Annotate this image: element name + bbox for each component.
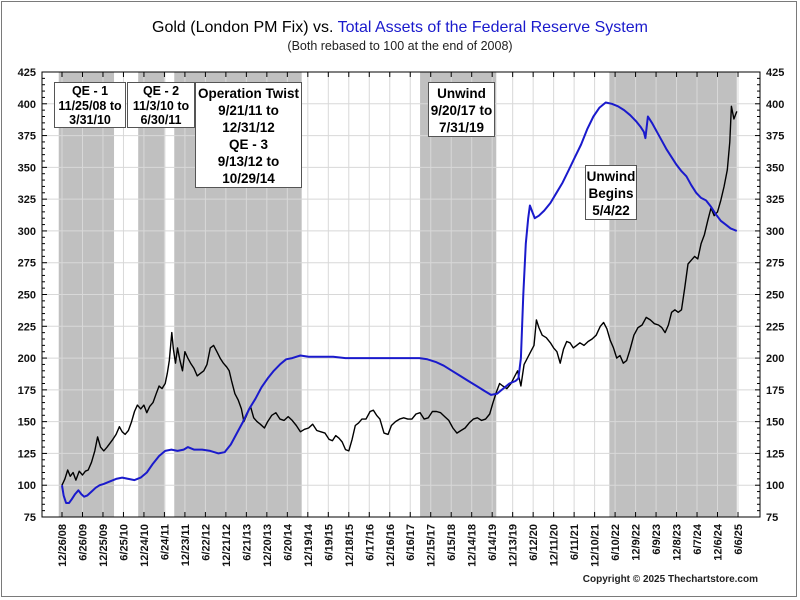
annotation-box: QE - 2 11/3/10 to 6/30/11 bbox=[127, 82, 195, 128]
y-tick-label-left: 200 bbox=[18, 353, 36, 365]
y-tick-label-right: 425 bbox=[766, 67, 784, 79]
annotation-line: 5/4/22 bbox=[592, 203, 630, 218]
x-tick-label: 6/24/11 bbox=[159, 524, 171, 560]
x-tick-label: 6/9/23 bbox=[651, 524, 663, 555]
x-tick-label: 6/19/15 bbox=[323, 524, 335, 561]
y-tick-label-left: 100 bbox=[18, 480, 36, 492]
x-tick-label: 12/9/22 bbox=[631, 524, 643, 561]
y-tick-label-right: 275 bbox=[766, 258, 784, 270]
x-tick-label: 12/19/14 bbox=[303, 523, 315, 567]
y-tick-label-right: 100 bbox=[766, 480, 784, 492]
y-tick-label-right: 375 bbox=[766, 131, 784, 143]
x-tick-label: 6/20/14 bbox=[282, 523, 294, 561]
chart-subtitle: (Both rebased to 100 at the end of 2008) bbox=[287, 39, 513, 53]
annotation-box: Unwind 9/20/17 to 7/31/19 bbox=[428, 82, 495, 137]
annotation-line: 11/25/08 to bbox=[58, 98, 122, 113]
x-tick-label: 6/22/12 bbox=[200, 524, 212, 561]
y-tick-label-right: 75 bbox=[766, 512, 778, 524]
x-tick-label: 12/23/11 bbox=[180, 524, 192, 566]
annotation-box: QE - 1 11/25/08 to 3/31/10 bbox=[54, 82, 126, 128]
annotation-line: 10/29/14 bbox=[222, 171, 275, 186]
copyright-text: Copyright © 2025 Thechartstore.com bbox=[582, 574, 758, 585]
x-tick-label: 6/12/20 bbox=[528, 524, 540, 561]
annotation-line: Operation Twist bbox=[197, 86, 299, 101]
x-tick-label: 12/20/13 bbox=[262, 524, 274, 567]
y-tick-label-left: 350 bbox=[18, 162, 36, 174]
annotation-box: Operation Twist 9/21/11 to 12/31/12 QE - 3 9… bbox=[195, 82, 302, 188]
y-tick-label-left: 425 bbox=[18, 67, 36, 79]
y-tick-label-right: 175 bbox=[766, 385, 784, 397]
y-tick-label-left: 375 bbox=[18, 131, 36, 143]
annotation-box: Unwind Begins 5/4/22 bbox=[585, 165, 637, 220]
x-tick-label: 12/26/08 bbox=[57, 524, 69, 567]
annotation-line: QE - 1 bbox=[71, 84, 109, 98]
gold-series-line bbox=[61, 105, 738, 486]
x-tick-label: 12/15/17 bbox=[426, 524, 438, 567]
title-gold: Gold (London PM Fix) vs. bbox=[152, 19, 334, 36]
annotation-line: 9/20/17 to bbox=[430, 103, 493, 118]
y-tick-label-right: 250 bbox=[766, 290, 784, 302]
annotation-line: 11/3/10 to bbox=[132, 98, 190, 113]
x-tick-label: 12/18/15 bbox=[344, 524, 356, 567]
y-tick-label-left: 400 bbox=[18, 99, 36, 111]
y-tick-label-left: 225 bbox=[18, 321, 36, 333]
y-tick-label-right: 300 bbox=[766, 226, 784, 238]
annotation-line: Begins bbox=[588, 186, 634, 201]
y-tick-label-left: 275 bbox=[18, 258, 36, 270]
chart-title: Gold (London PM Fix) vs. Total Assets of… bbox=[0, 19, 800, 37]
x-tick-label: 12/8/23 bbox=[672, 524, 684, 561]
annotation-line: 9/13/12 to bbox=[217, 154, 280, 169]
y-tick-label-right: 225 bbox=[766, 321, 784, 333]
x-tick-label: 12/24/10 bbox=[139, 524, 151, 567]
x-tick-label: 12/21/12 bbox=[221, 524, 233, 567]
annotation-line: 12/31/12 bbox=[222, 120, 275, 135]
y-tick-label-left: 125 bbox=[18, 448, 36, 460]
x-tick-label: 6/6/25 bbox=[733, 524, 745, 555]
y-tick-label-right: 400 bbox=[766, 99, 784, 111]
x-tick-label: 6/11/21 bbox=[569, 524, 581, 560]
annotation-line: QE - 3 bbox=[228, 137, 268, 152]
x-tick-label: 6/16/17 bbox=[405, 524, 417, 561]
annotation-line: 9/21/11 to bbox=[218, 103, 279, 118]
x-tick-label: 6/7/24 bbox=[692, 523, 704, 554]
y-tick-label-right: 150 bbox=[766, 417, 784, 429]
y-tick-label-right: 125 bbox=[766, 448, 784, 460]
x-tick-label: 12/14/18 bbox=[467, 524, 479, 567]
y-tick-label-left: 325 bbox=[18, 194, 36, 206]
y-tick-label-left: 75 bbox=[24, 512, 36, 524]
x-tick-label: 6/14/19 bbox=[487, 524, 499, 561]
y-tick-label-left: 300 bbox=[18, 226, 36, 238]
x-tick-label: 12/10/21 bbox=[590, 524, 602, 567]
y-tick-label-left: 175 bbox=[18, 385, 36, 397]
y-tick-label-right: 200 bbox=[766, 353, 784, 365]
x-tick-label: 12/16/16 bbox=[385, 524, 397, 567]
x-tick-label: 12/25/09 bbox=[98, 524, 110, 567]
x-tick-label: 6/25/10 bbox=[118, 524, 130, 561]
x-tick-label: 12/13/19 bbox=[508, 524, 520, 567]
y-tick-label-right: 325 bbox=[766, 194, 784, 206]
x-tick-label: 12/11/20 bbox=[549, 524, 561, 566]
x-tick-label: 6/21/13 bbox=[241, 524, 253, 561]
x-tick-label: 12/6/24 bbox=[713, 523, 725, 561]
annotation-line: Unwind bbox=[437, 86, 486, 101]
y-tick-label-left: 250 bbox=[18, 290, 36, 302]
x-tick-label: 6/15/18 bbox=[446, 524, 458, 561]
x-tick-label: 6/17/16 bbox=[364, 524, 376, 561]
annotation-line: 6/30/11 bbox=[140, 113, 182, 127]
annotation-line: Unwind bbox=[586, 169, 636, 184]
annotation-line: QE - 2 bbox=[142, 84, 180, 98]
y-tick-label-right: 350 bbox=[766, 162, 784, 174]
annotation-line: 7/31/19 bbox=[438, 120, 485, 135]
annotation-line: 3/31/10 bbox=[69, 113, 111, 127]
title-fed-assets: Total Assets of the Federal Reserve Syst… bbox=[337, 19, 648, 36]
fed-assets-series-line bbox=[61, 101, 738, 504]
x-tick-label: 6/10/22 bbox=[610, 524, 622, 561]
y-tick-label-left: 150 bbox=[18, 417, 36, 429]
x-tick-label: 6/26/09 bbox=[77, 524, 89, 561]
